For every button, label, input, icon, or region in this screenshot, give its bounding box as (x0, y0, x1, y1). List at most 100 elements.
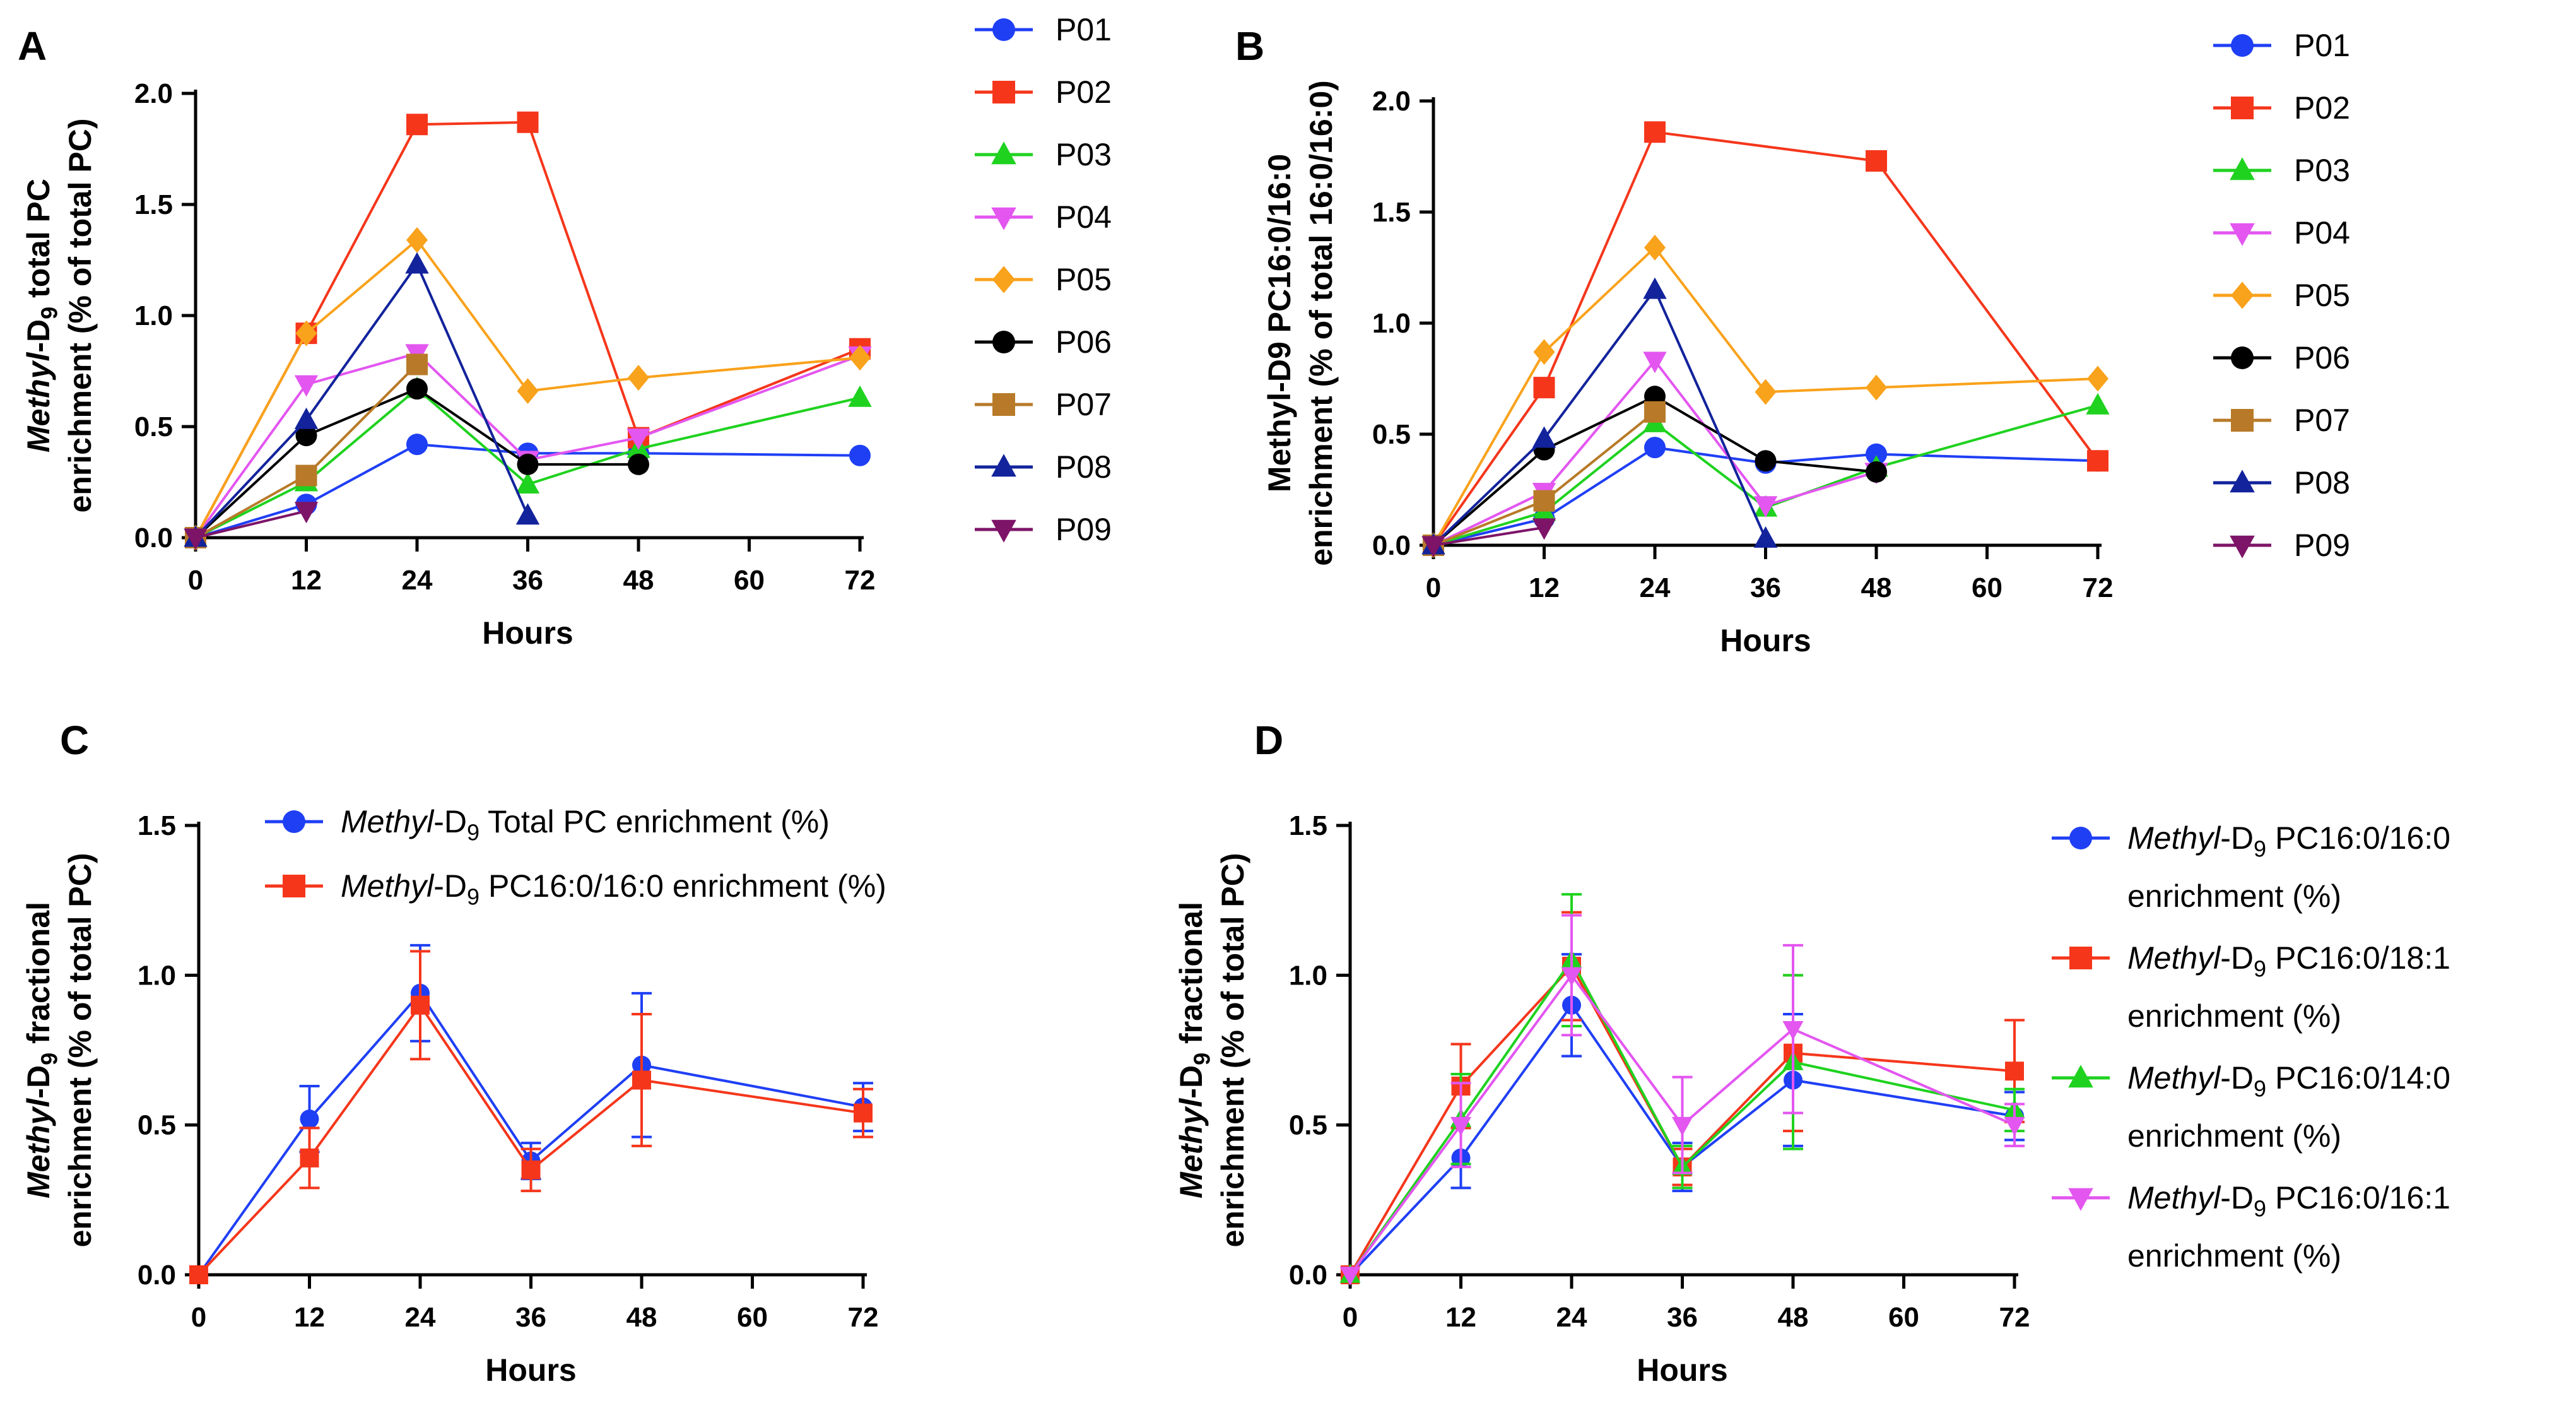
legend-item-1: Methyl-D9 Total PC enrichment (%) (265, 804, 830, 846)
series-line (197, 1003, 864, 1276)
legend-label: P06 (2294, 340, 2350, 375)
legend-label: P07 (2294, 403, 2350, 438)
data-point (405, 252, 429, 274)
data-point (515, 471, 540, 494)
series-line (1433, 526, 1544, 547)
x-axis-label: Hours (485, 1352, 576, 1388)
data-point (1672, 1116, 1693, 1136)
label-part: fractional (21, 902, 56, 1053)
legend-item-2: Methyl-D9 PC16:0/16:0 enrichment (%) (265, 868, 886, 910)
data-point (1644, 121, 1666, 143)
series-line (1349, 964, 2015, 1276)
y-tick-label: 0.5 (134, 411, 173, 442)
label-part: PC16:0/16:1 (2266, 1180, 2450, 1215)
y-tick-label: 0.5 (138, 1110, 176, 1141)
data-point (626, 429, 650, 451)
x-tick-label: 12 (1529, 572, 1560, 603)
series-4 (184, 344, 872, 550)
data-point (1755, 379, 1777, 405)
y-tick-label: 1.0 (1372, 308, 1411, 339)
y-tick-label: 0.0 (138, 1260, 176, 1291)
label-subscript: 9 (37, 307, 62, 319)
y-tick-label: 2.0 (134, 78, 173, 109)
legend-marker (992, 266, 1015, 293)
y-tick-label: 1.5 (1372, 197, 1411, 228)
chart-panel-c: C0.00.51.01.50 12 24 36 48 60 72HoursMethyl-D9… (21, 718, 886, 1388)
series-5 (1423, 234, 2108, 559)
data-point (1753, 526, 1778, 548)
label-subscript: 9 (467, 820, 479, 846)
label-text: Methyl-D9 PC16:0/14:0 (2127, 1060, 2450, 1102)
data-point (1421, 536, 1445, 558)
data-point (848, 385, 872, 407)
label-text: Methyl-D9 PC16:0/18:1 (2127, 940, 2450, 982)
label-part: -D (21, 1065, 56, 1099)
x-tick-label: 0 (1343, 1302, 1358, 1333)
data-point (1643, 277, 1667, 299)
legend-label: P05 (2294, 278, 2350, 313)
label-part: PC16:0/16:0 enrichment (%) (479, 868, 886, 904)
data-point (1866, 374, 1887, 401)
series-line (195, 443, 861, 539)
series-9 (184, 502, 319, 550)
x-tick-label: 12 (294, 1302, 325, 1333)
data-point (1643, 352, 1667, 374)
x-tick-label: 36 (1750, 572, 1781, 603)
x-tick-label: 60 (1972, 572, 2003, 603)
data-point (1755, 450, 1777, 472)
legend-item-p06: P06 (2213, 340, 2350, 375)
panels: A 0.0 0.5 1.0 1.5 2.0 0 12 24 36 48 60 72 Hours Methyl… (18, 12, 2450, 1388)
data-point (406, 353, 428, 375)
x-tick-label: 60 (1888, 1302, 1919, 1333)
data-point (1866, 461, 1887, 483)
data-point (1644, 437, 1666, 459)
data-point (300, 1109, 319, 1129)
legend-item-3: Methyl-D9 PC16:0/14:0 enrichment (%) (2052, 1060, 2450, 1154)
y-axis-label: Methyl-D9 PC16:0/16:0 enrichment (% of to… (1262, 80, 1339, 566)
data-point (1782, 1021, 1804, 1041)
data-point (184, 528, 208, 550)
series-2 (1423, 121, 2108, 556)
chart-panel-b: B 0.0 0.5 1.0 1.5 2.0 0 12 24 36 48 60 72 Hours Methyl… (1235, 23, 2350, 658)
label-italic: Methyl (341, 868, 435, 904)
x-tick-label: 60 (737, 1302, 768, 1333)
label-subscript: 9 (2254, 836, 2266, 862)
legend-marker (2230, 535, 2255, 559)
data-point (295, 320, 317, 346)
label-part: -D (2220, 940, 2254, 976)
y-axis-label: Methyl-D9 total PC enrichment (% of total… (21, 118, 98, 512)
y-tick-label: 0.0 (1289, 1260, 1327, 1291)
series-line (194, 238, 861, 538)
data-point (1533, 490, 1555, 512)
x-tick-label: 72 (845, 565, 876, 596)
legend-item-p08: P08 (975, 449, 1112, 485)
data-point (1339, 1267, 1361, 1286)
data-point (1561, 967, 1582, 986)
x-tick-label: 24 (405, 1302, 436, 1333)
y-tick-label: 1.5 (1289, 810, 1327, 841)
legend-label: Methyl-D9 PC16:0/16:1 enrichment (%) (2127, 1180, 2450, 1274)
legend-label: P05 (1056, 262, 1112, 297)
data-point (1866, 150, 1887, 172)
data-point (411, 995, 430, 1015)
label-part: PC16:0/14:0 (2266, 1060, 2450, 1096)
data-point (1753, 496, 1778, 518)
legend-label: P02 (1056, 74, 1112, 110)
data-point (1532, 426, 1556, 448)
label-text: Methyl-D9 PC16:0/16:0 enrichment (%) (341, 868, 886, 910)
data-point (1533, 339, 1555, 365)
label-part: -D (433, 868, 467, 904)
label-text: Methyl-D9 PC16:0/16:0 (2127, 820, 2450, 862)
series-4 (1339, 914, 2025, 1286)
series-line (197, 991, 864, 1276)
y-tick-label: 0.0 (134, 523, 173, 553)
data-point (406, 227, 428, 253)
data-point (294, 502, 319, 524)
data-point (1644, 234, 1666, 261)
label-italic: Methyl (2127, 1180, 2221, 1215)
x-tick-label: 24 (1556, 1302, 1587, 1333)
series-2 (189, 950, 873, 1284)
legend-marker (991, 141, 1016, 165)
legend-marker (991, 519, 1016, 543)
